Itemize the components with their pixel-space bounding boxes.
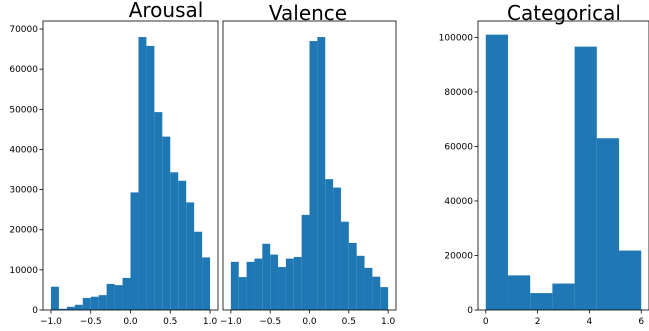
categorical-bar — [507, 275, 531, 310]
arousal-y-tick-label: 70000 — [9, 25, 38, 35]
categorical-x-tick-label: 2 — [535, 317, 541, 327]
valence-histogram: Valence −1.0 −0.5 0.0 0.5 1.0 — [220, 1, 397, 327]
arousal-bar — [98, 295, 107, 310]
arousal-bar — [170, 172, 179, 310]
valence-bar — [372, 276, 381, 310]
valence-x-tick-label: 0.5 — [342, 317, 356, 327]
arousal-bar — [50, 286, 59, 310]
categorical-y-tick-label: 0 — [467, 306, 473, 316]
valence-bar — [317, 37, 326, 311]
valence-bar — [238, 277, 247, 310]
arousal-y-tick-label: 40000 — [9, 145, 38, 155]
categorical-bar — [574, 46, 597, 310]
valence-bar — [348, 242, 357, 310]
arousal-x-tick-label: 0.5 — [163, 317, 177, 327]
valence-axes-frame — [222, 20, 397, 311]
valence-bar — [333, 187, 341, 310]
arousal-y-tick-label: 20000 — [9, 226, 38, 236]
valence-x-tick-label: 0.0 — [302, 317, 317, 327]
categorical-bar — [596, 138, 620, 310]
arousal-bar — [66, 306, 75, 310]
arousal-x-ticks: −1.0 −0.5 0.0 0.5 1.0 — [40, 310, 217, 327]
arousal-y-tick-label: 30000 — [9, 186, 38, 196]
arousal-title: Arousal — [129, 0, 204, 22]
arousal-bar — [138, 37, 147, 311]
arousal-y-tick-label: 0 — [32, 306, 38, 316]
arousal-bar — [58, 308, 67, 310]
categorical-x-tick-label: 4 — [587, 317, 593, 327]
valence-x-tick-label: −0.5 — [259, 317, 281, 327]
valence-bar — [246, 261, 255, 310]
valence-x-tick-label: 1.0 — [381, 317, 396, 327]
valence-bar — [285, 258, 294, 310]
valence-bar — [230, 261, 239, 310]
arousal-bar — [90, 296, 99, 310]
arousal-y-ticks: 0 10000 20000 30000 40000 50000 60000 70000 — [9, 25, 43, 316]
valence-x-tick-label: −1.0 — [220, 317, 242, 327]
categorical-bar — [530, 293, 553, 310]
categorical-y-tick-label: 60000 — [444, 142, 473, 152]
valence-bar — [293, 257, 302, 310]
valence-bars — [230, 37, 389, 311]
categorical-bar — [485, 34, 508, 310]
categorical-y-tick-label: 40000 — [444, 197, 473, 207]
categorical-y-tick-label: 100000 — [439, 33, 474, 43]
categorical-bar — [552, 283, 575, 310]
valence-bar — [270, 254, 279, 310]
arousal-bar — [130, 192, 139, 310]
categorical-bar — [619, 250, 642, 310]
categorical-y-tick-label: 80000 — [444, 88, 473, 98]
valence-bar — [356, 255, 365, 310]
arousal-histogram: Arousal −1.0 −0.5 0.0 0.5 1.0 0 10000 20000 300… — [9, 0, 219, 327]
arousal-bar — [194, 231, 203, 310]
valence-x-ticks: −1.0 −0.5 0.0 0.5 1.0 — [220, 310, 396, 327]
valence-bar — [364, 267, 373, 310]
arousal-bar — [82, 297, 91, 310]
valence-bar — [262, 243, 271, 310]
arousal-y-tick-label: 10000 — [9, 266, 38, 276]
arousal-x-tick-label: −0.5 — [80, 317, 102, 327]
arousal-y-tick-label: 50000 — [9, 105, 38, 115]
valence-bar — [301, 214, 310, 310]
valence-bar — [380, 287, 389, 310]
categorical-x-tick-label: 6 — [638, 317, 644, 327]
arousal-bar — [154, 112, 163, 311]
valence-bar — [309, 41, 318, 310]
arousal-bar — [146, 45, 155, 310]
arousal-bar — [122, 277, 131, 310]
arousal-axes-frame — [42, 20, 219, 311]
valence-bar — [325, 179, 334, 310]
arousal-bar — [106, 283, 115, 310]
valence-bar — [278, 267, 286, 310]
valence-bar — [340, 221, 349, 310]
categorical-y-tick-label: 20000 — [444, 251, 473, 261]
arousal-bar — [114, 285, 123, 310]
arousal-x-tick-label: 1.0 — [203, 317, 218, 327]
categorical-x-tick-label: 0 — [483, 317, 489, 327]
arousal-bar — [202, 257, 211, 310]
categorical-bars — [485, 34, 642, 310]
valence-bar — [254, 258, 263, 310]
arousal-bar — [178, 180, 187, 310]
arousal-bars — [50, 37, 211, 311]
categorical-x-ticks: 0 2 4 6 — [483, 310, 644, 327]
arousal-bar — [186, 202, 195, 310]
arousal-bar — [74, 304, 83, 310]
categorical-y-ticks: 0 20000 40000 60000 80000 100000 — [439, 33, 478, 316]
arousal-x-tick-label: −1.0 — [40, 317, 62, 327]
categorical-axes-frame — [477, 20, 649, 311]
arousal-bar — [162, 136, 171, 310]
arousal-y-tick-label: 60000 — [9, 65, 38, 75]
arousal-x-tick-label: 0.0 — [123, 317, 138, 327]
